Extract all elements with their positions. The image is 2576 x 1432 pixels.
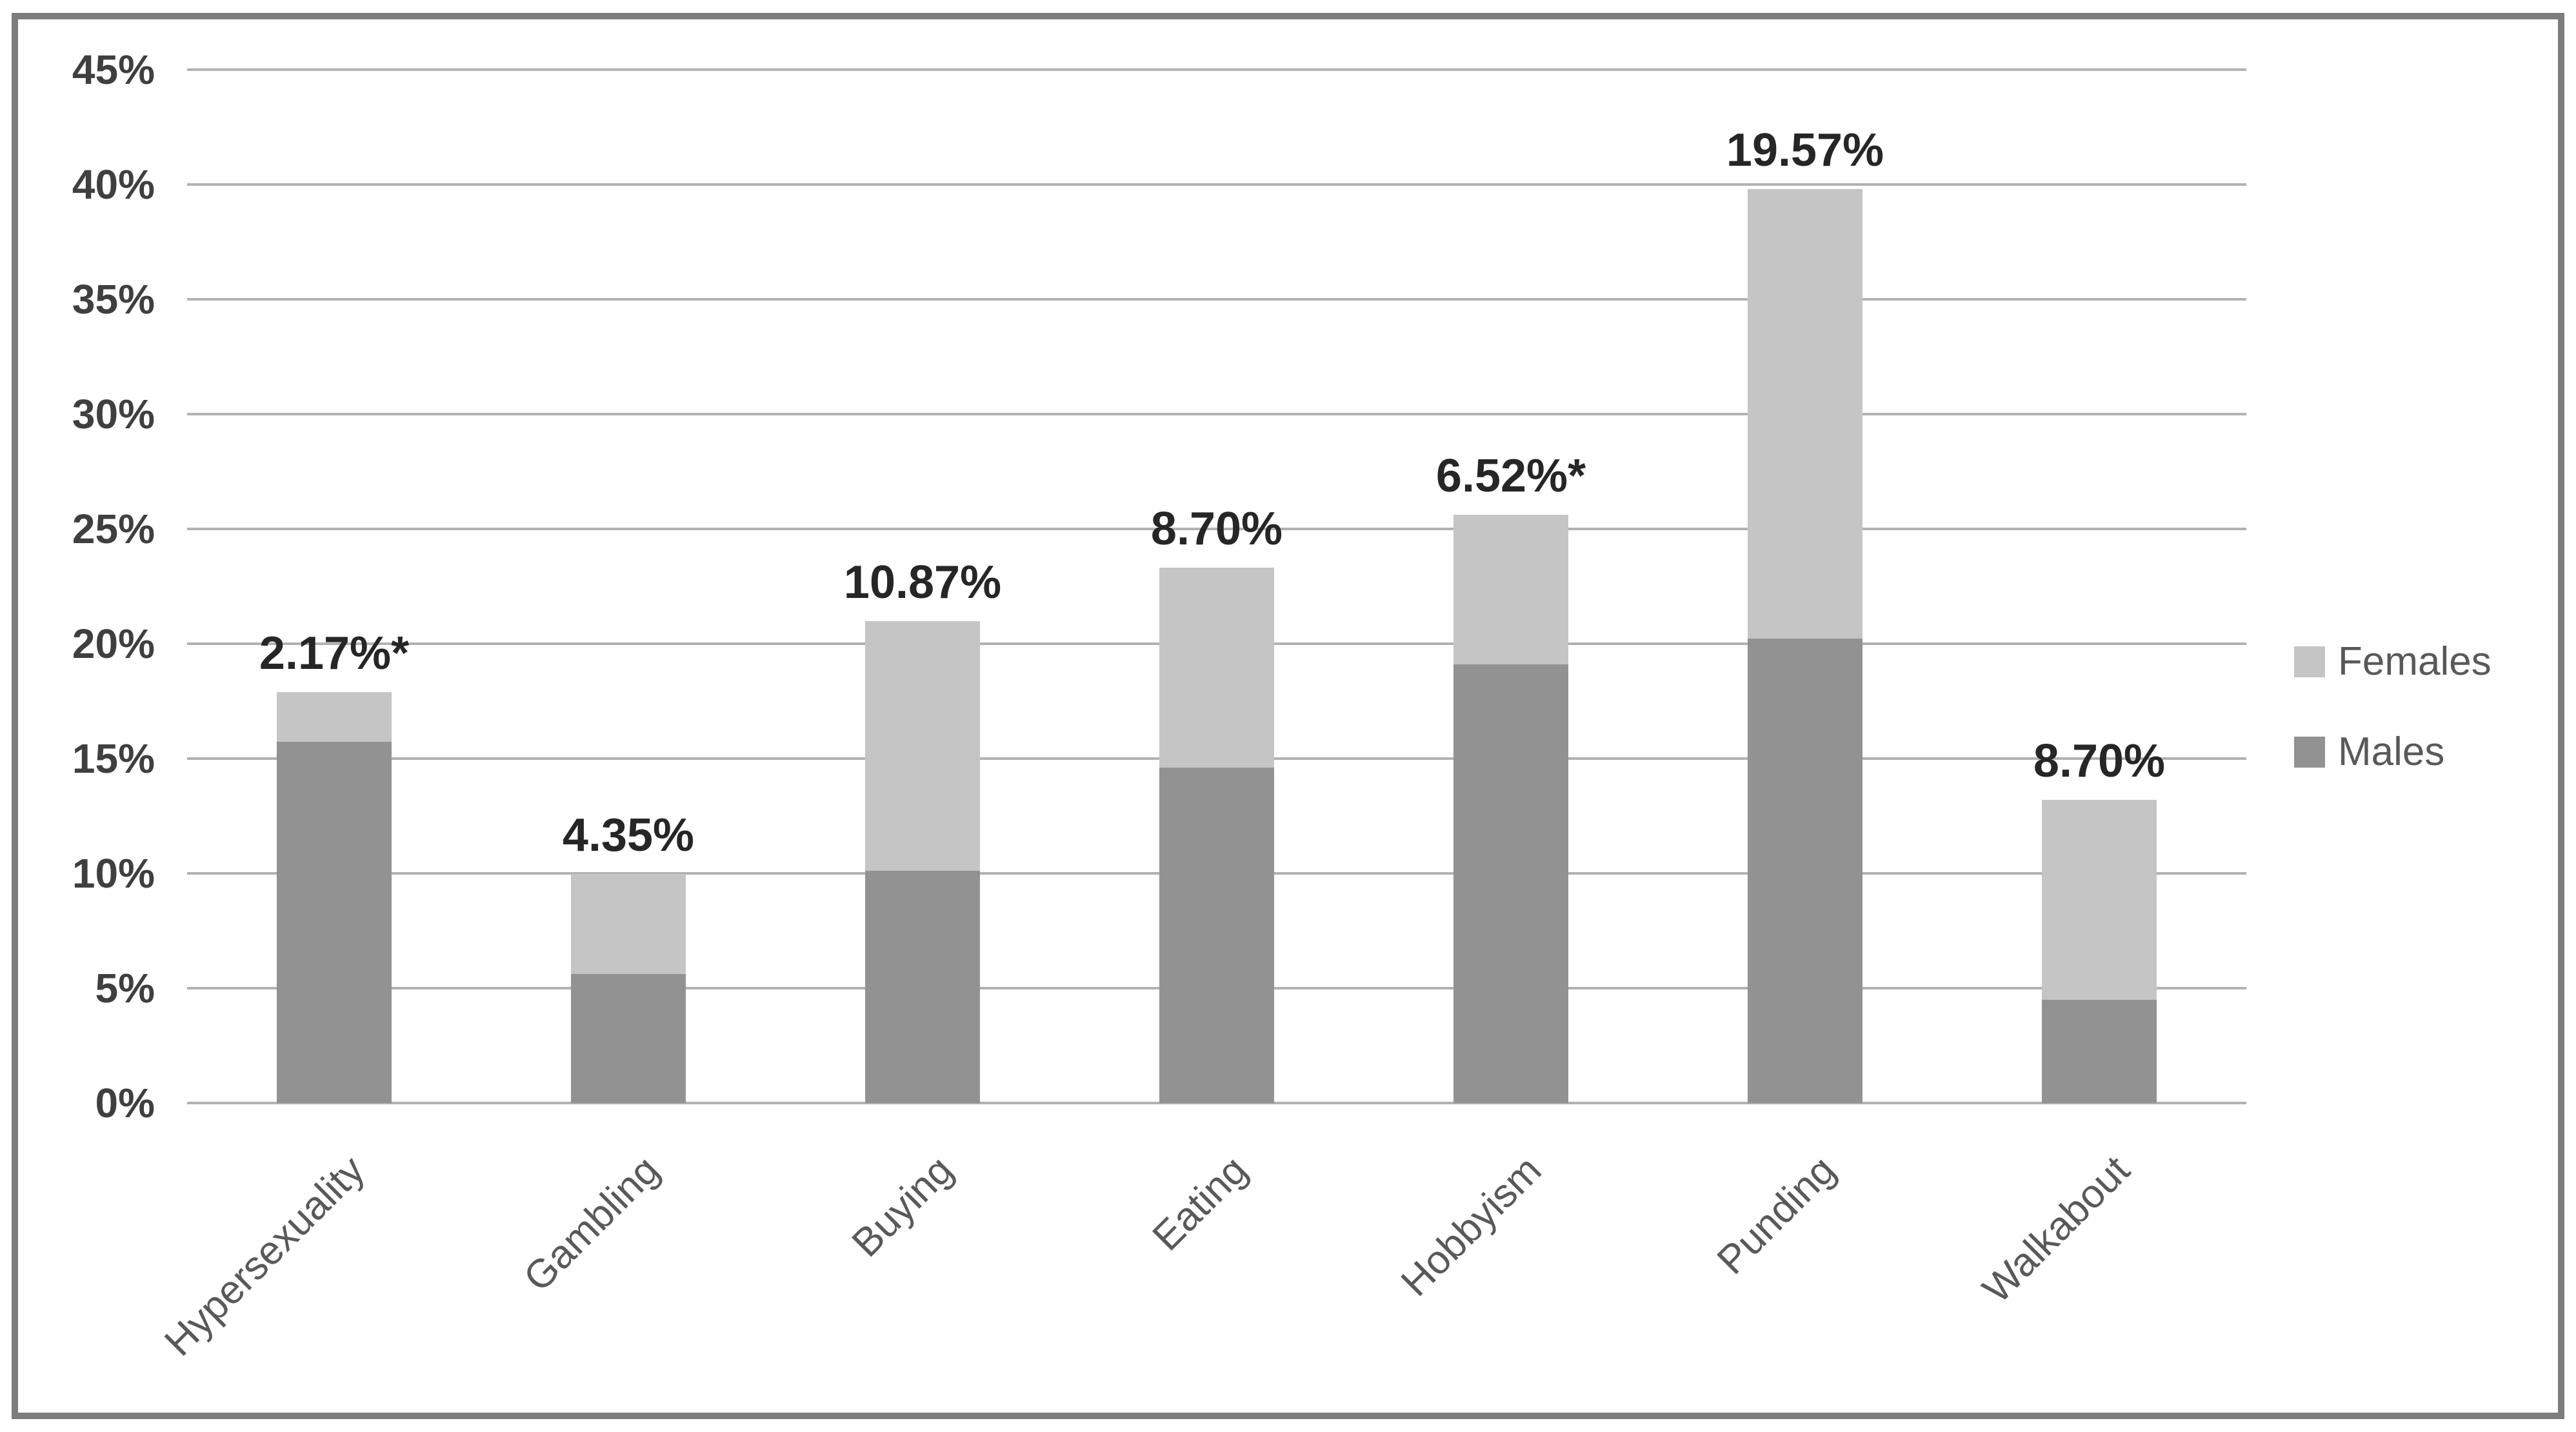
- y-axis-tick-label: 25%: [72, 506, 155, 552]
- stacked-bar-hypersexuality: [277, 691, 392, 1103]
- x-category-label-punding: Punding: [1709, 1148, 1844, 1283]
- males-segment: [865, 871, 980, 1103]
- x-axis-category-labels: Hypersexuality Gambling Buying Eating Hobbyi…: [157, 1148, 2246, 1420]
- y-axis-tick-label: 15%: [72, 735, 155, 782]
- y-axis-tick-label: 5%: [95, 965, 155, 1011]
- females-segment: [1748, 189, 1862, 639]
- y-axis-tick-label: 10%: [72, 850, 155, 897]
- bar-value-label: 10.87%: [843, 557, 1002, 609]
- gridline: [187, 1102, 2246, 1104]
- bar-slot-eating: 8.70%: [1070, 70, 1364, 1103]
- y-axis-tick-label: 35%: [72, 276, 155, 323]
- bar-slot-punding: 19.57%: [1658, 70, 1952, 1103]
- legend-swatch-males: [2294, 737, 2325, 768]
- females-segment: [2042, 800, 2157, 1000]
- bar-slot-hobbyism: 6.52%*: [1364, 70, 1658, 1103]
- x-category-label-walkabout: Walkabout: [1974, 1148, 2139, 1312]
- plot-area: 45% 40% 35% 30% 25% 20% 15% 10% 5% 0% 2.17%* 4.35% 1…: [72, 49, 2246, 1124]
- bar-slot-buying: 10.87%: [775, 70, 1070, 1103]
- males-segment: [1748, 639, 1862, 1103]
- y-axis-tick-label: 0%: [95, 1080, 155, 1126]
- gridline: [187, 298, 2246, 301]
- bar-value-label: 4.35%: [562, 810, 695, 862]
- stacked-bar-eating: [1159, 568, 1274, 1103]
- x-category-label-eating: Eating: [1144, 1148, 1256, 1260]
- legend-item-females: Females: [2294, 642, 2491, 682]
- males-segment: [1453, 664, 1568, 1103]
- stacked-bar-walkabout: [2042, 800, 2157, 1103]
- gridline: [187, 413, 2246, 415]
- bar-slot-gambling: 4.35%: [481, 70, 775, 1103]
- females-segment: [571, 874, 686, 974]
- bar-value-label: 2.17%*: [259, 627, 410, 679]
- males-segment: [571, 973, 686, 1103]
- males-segment: [1159, 767, 1274, 1103]
- bar-slot-walkabout: 8.70%: [1952, 70, 2246, 1103]
- stacked-bar-gambling: [571, 874, 686, 1103]
- bar-slot-hypersexuality: 2.17%*: [187, 70, 481, 1103]
- females-segment: [277, 691, 392, 742]
- legend-label: Females: [2338, 639, 2491, 684]
- bar-value-label: 6.52%*: [1435, 450, 1586, 502]
- legend: Females Males: [2294, 642, 2491, 822]
- stacked-bar-hobbyism: [1453, 514, 1568, 1103]
- x-category-label-hobbyism: Hobbyism: [1393, 1148, 1550, 1305]
- chart-frame-border: [12, 13, 2564, 1419]
- females-segment: [1159, 568, 1274, 768]
- x-category-label-hypersexuality: Hypersexuality: [156, 1148, 374, 1365]
- stacked-bar-punding: [1748, 189, 1862, 1103]
- x-category-label-buying: Buying: [844, 1148, 962, 1266]
- stacked-bar-buying: [865, 621, 980, 1103]
- y-axis-tick-label: 30%: [72, 391, 155, 437]
- females-segment: [865, 621, 980, 871]
- bar-value-label: 8.70%: [2033, 735, 2166, 788]
- x-category-label-gambling: Gambling: [515, 1148, 668, 1300]
- bar-value-label: 19.57%: [1726, 124, 1884, 177]
- y-axis-tick-label: 40%: [72, 161, 155, 208]
- males-segment: [277, 742, 392, 1103]
- gridline: [187, 183, 2246, 186]
- y-axis-tick-label: 20%: [72, 621, 155, 667]
- legend-swatch-females: [2294, 646, 2325, 677]
- gridline: [187, 528, 2246, 530]
- gridline: [187, 68, 2246, 71]
- bar-value-label: 8.70%: [1150, 503, 1283, 555]
- legend-label: Males: [2338, 730, 2445, 774]
- y-axis-tick-label: 45%: [72, 46, 155, 93]
- legend-item-males: Males: [2294, 732, 2491, 772]
- females-segment: [1453, 514, 1568, 665]
- males-segment: [2042, 1000, 2157, 1103]
